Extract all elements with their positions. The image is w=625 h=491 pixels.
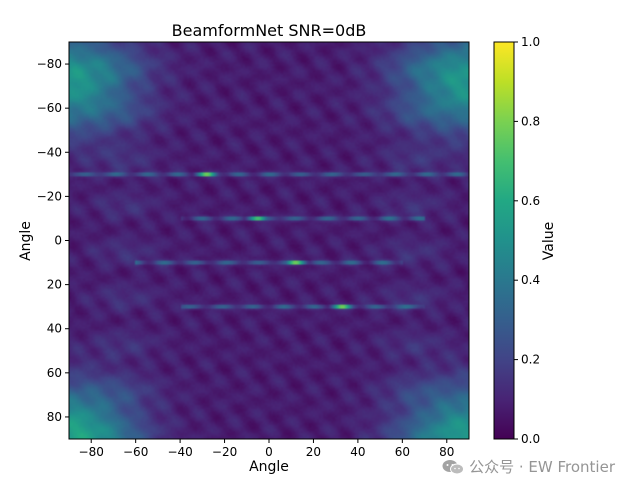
watermark-text: 公众号 · EW Frontier — [469, 458, 615, 476]
colorbar-tick-label: 0.4 — [521, 273, 540, 287]
heatmap-image — [69, 42, 469, 439]
y-axis: −80 −60 −40 −20 0 20 40 60 80 — [37, 57, 69, 424]
colorbar-tick-label: 0.0 — [521, 432, 540, 446]
colorbar-tick-label: 0.2 — [521, 353, 540, 367]
x-tick-label: 40 — [350, 445, 365, 459]
chart-title: BeamformNet SNR=0dB — [172, 21, 367, 40]
colorbar-tick-label: 0.8 — [521, 114, 540, 128]
x-tick-label: −40 — [167, 445, 192, 459]
x-axis-label: Angle — [249, 459, 289, 475]
y-tick-label: −40 — [37, 145, 62, 159]
x-tick-label: −60 — [123, 445, 148, 459]
colorbar-axis: 0.0 0.2 0.4 0.6 0.8 1.0 — [514, 35, 540, 446]
y-tick-label: 60 — [47, 366, 62, 380]
watermark: 公众号 · EW Frontier — [442, 456, 615, 477]
colorbar-frame — [493, 41, 515, 440]
x-tick-label: 0 — [265, 445, 273, 459]
x-tick-label: 80 — [439, 445, 454, 459]
x-tick-label: 60 — [395, 445, 410, 459]
x-tick-label: −80 — [79, 445, 104, 459]
y-tick-label: 0 — [54, 234, 62, 248]
y-tick-label: 40 — [47, 322, 62, 336]
wechat-icon — [442, 459, 465, 475]
y-axis-label: Angle — [18, 221, 34, 261]
colorbar-tick-label: 0.6 — [521, 194, 540, 208]
x-tick-label: 20 — [306, 445, 321, 459]
x-axis: −80 −60 −40 −20 0 20 40 60 80 — [79, 439, 454, 459]
y-tick-label: −20 — [37, 189, 62, 203]
colorbar-tick-label: 1.0 — [521, 35, 540, 49]
y-tick-label: −60 — [37, 101, 62, 115]
x-tick-label: −20 — [212, 445, 237, 459]
y-tick-label: −80 — [37, 57, 62, 71]
y-tick-label: 80 — [47, 410, 62, 424]
colorbar-label: Value — [541, 222, 557, 260]
y-tick-label: 20 — [47, 278, 62, 292]
colorbar — [494, 42, 514, 439]
